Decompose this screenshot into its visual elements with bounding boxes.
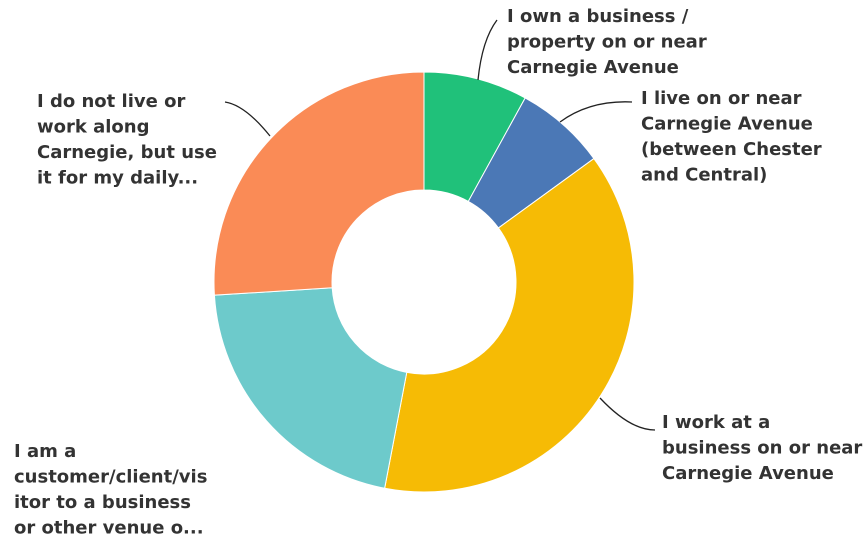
slice-label: Carnegie Avenue bbox=[662, 463, 834, 484]
slice-label: I own a business / bbox=[507, 6, 689, 27]
slice-label: I live on or near bbox=[641, 88, 802, 109]
slice-label: work along bbox=[37, 117, 150, 138]
donut-slice bbox=[213, 71, 425, 296]
slice-label: or other venue o... bbox=[14, 518, 204, 539]
slice-label: business on or near bbox=[662, 438, 862, 459]
slice-label: I work at a bbox=[662, 412, 770, 433]
slice-label: and Central) bbox=[641, 165, 767, 186]
slice-label: Carnegie, but use bbox=[37, 142, 217, 163]
leader-line bbox=[599, 397, 656, 431]
donut-slice bbox=[213, 287, 408, 489]
slice-label: (between Chester bbox=[641, 139, 822, 160]
leader-line bbox=[224, 101, 271, 137]
leader-line bbox=[477, 19, 498, 81]
slice-label: I do not live or bbox=[37, 91, 185, 112]
slice-label: Carnegie Avenue bbox=[641, 114, 813, 135]
slice-label: customer/client/vis bbox=[14, 467, 207, 488]
slice-label: Carnegie Avenue bbox=[507, 57, 679, 78]
slice-label: itor to a business bbox=[14, 492, 191, 513]
leader-line bbox=[559, 101, 633, 123]
slice-label: property on or near bbox=[507, 32, 707, 53]
slice-label: it for my daily... bbox=[37, 168, 198, 189]
donut-slice bbox=[384, 157, 635, 493]
slice-label: I am a bbox=[14, 441, 76, 462]
